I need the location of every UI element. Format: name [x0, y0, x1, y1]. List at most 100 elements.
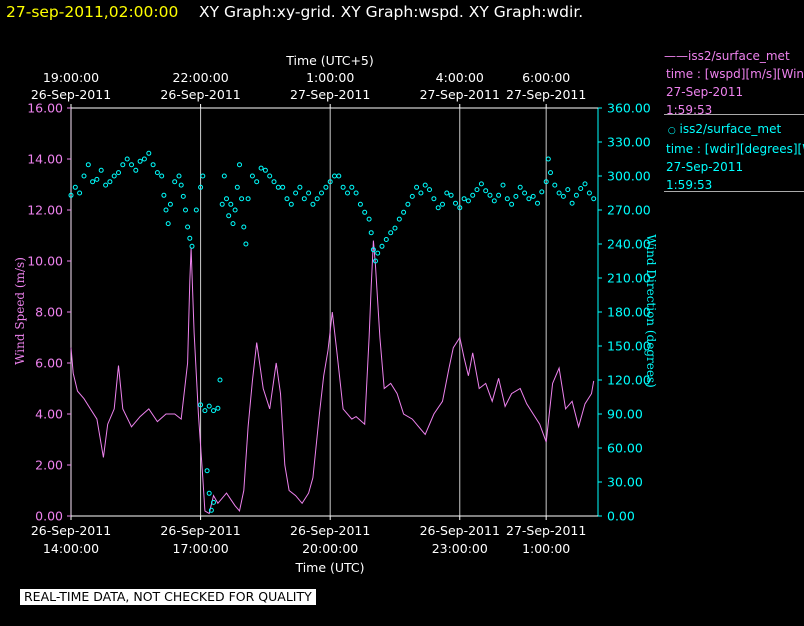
wind-direction-point [349, 184, 355, 190]
bottom-tick-date: 26-Sep-2011 [160, 523, 240, 538]
wind-direction-point [103, 182, 109, 188]
wind-direction-point [107, 179, 113, 185]
wind-direction-point [340, 184, 346, 190]
right-tick-label: 330.00 [607, 135, 651, 150]
bottom-tick-time: 14:00:00 [43, 541, 99, 556]
top-tick-time: 6:00:00 [522, 70, 570, 85]
wind-direction-point [457, 205, 463, 211]
legend-wdir-date: 27-Sep-2011 [666, 160, 744, 174]
header-datetime: 27-sep-2011,02:00:00 [6, 3, 178, 21]
wind-direction-point [288, 201, 294, 207]
wind-direction-point [120, 162, 126, 168]
right-tick-label: 180.00 [607, 305, 651, 320]
wind-direction-point [539, 189, 545, 195]
top-axis: 19:00:00 26-Sep-2011 22:00:00 26-Sep-2011 1:… [31, 70, 586, 108]
wind-direction-point [314, 196, 320, 202]
wind-direction-point [81, 173, 87, 179]
wind-direction-point [545, 156, 551, 162]
wind-direction-point [243, 241, 249, 247]
wind-direction-point [448, 192, 454, 198]
wind-direction-point [336, 173, 342, 179]
wind-direction-point [280, 184, 286, 190]
bottom-tick-date: 26-Sep-2011 [31, 523, 111, 538]
wind-direction-point [543, 179, 549, 185]
wind-direction-point [116, 170, 121, 176]
right-tick-label: 150.00 [607, 339, 651, 354]
wind-direction-point [85, 162, 91, 168]
wind-direction-point [267, 173, 273, 179]
right-axis-title: Wind Direction (degrees) [644, 234, 658, 388]
wind-direction-point [234, 184, 240, 190]
left-tick-label: 0.00 [35, 509, 63, 524]
legend-wdir-name: ○ iss2/surface_met [667, 122, 782, 136]
wind-direction-point [491, 198, 497, 204]
bottom-axis: 26-Sep-2011 14:00:00 26-Sep-2011 17:00:00 26… [31, 516, 586, 556]
wind-direction-point [217, 377, 223, 383]
wind-direction-point [180, 193, 186, 199]
wind-direction-point [582, 181, 588, 187]
wind-direction-point [226, 213, 232, 219]
wind-direction-point [591, 196, 597, 202]
wind-direction-point [208, 507, 214, 513]
series-layer [68, 150, 597, 515]
quality-note: REAL-TIME DATA, NOT CHECKED FOR QUALITY [20, 589, 316, 605]
wind-direction-point [435, 205, 441, 211]
wind-direction-point [409, 193, 415, 199]
bottom-tick-time: 17:00:00 [173, 541, 229, 556]
legend-wdir-time: 1:59:53 [666, 178, 713, 192]
wind-direction-point [275, 184, 281, 190]
wind-direction-point [310, 201, 316, 207]
wind-direction-point [198, 402, 204, 408]
wind-direction-point [124, 156, 130, 162]
wind-direction-point [560, 193, 566, 199]
left-tick-label: 16.00 [27, 101, 63, 116]
wind-direction-point [129, 162, 134, 168]
right-tick-label: 300.00 [607, 169, 651, 184]
wind-direction-point [375, 250, 381, 256]
wind-direction-point [176, 173, 182, 179]
wind-direction-point [293, 190, 299, 196]
left-tick-label: 12.00 [27, 203, 63, 218]
legend-wspd-name: ——iss2/surface_met [664, 49, 790, 63]
wind-direction-point [94, 176, 100, 182]
left-tick-label: 10.00 [27, 254, 63, 269]
wind-direction-point [258, 165, 264, 171]
wind-direction-point [204, 468, 210, 474]
wind-direction-point [254, 179, 260, 185]
right-tick-label: 360.00 [607, 101, 651, 116]
wind-direction-point [405, 201, 411, 207]
wind-direction-point [319, 190, 324, 196]
legend-wspd-line1: time : [wspd][m/s][Wind [666, 67, 804, 81]
wind-direction-point [249, 173, 255, 179]
right-tick-label: 210.00 [607, 271, 651, 286]
wind-direction-point [453, 200, 458, 206]
wind-direction-point [211, 408, 216, 414]
bottom-tick-time: 1:00:00 [522, 541, 570, 556]
bottom-tick-time: 23:00:00 [432, 541, 488, 556]
wind-direction-point [418, 190, 424, 196]
wind-direction-point [569, 200, 575, 206]
wind-direction-point [401, 209, 407, 215]
wind-direction-point [178, 182, 184, 188]
top-tick-date: 26-Sep-2011 [160, 87, 240, 102]
wind-direction-point [396, 216, 402, 222]
wind-direction-point [500, 182, 506, 188]
wind-direction-point [297, 184, 303, 190]
left-tick-label: 6.00 [35, 356, 63, 371]
legend-divider [664, 191, 804, 192]
legend-wdir-line1: time : [wdir][degrees][W [666, 142, 804, 156]
wind-direction-point [200, 173, 206, 179]
wind-direction-point [353, 190, 359, 196]
wind-direction-point [239, 196, 245, 202]
wind-direction-point [496, 192, 502, 198]
wind-direction-point [327, 179, 333, 185]
left-tick-label: 4.00 [35, 407, 63, 422]
wind-direction-point [578, 186, 584, 191]
wind-direction-point [206, 490, 212, 496]
legend-wspd: ——iss2/surface_met time : [wspd][m/s][Wi… [664, 47, 804, 119]
wind-direction-point [517, 184, 523, 190]
right-tick-label: 0.00 [607, 509, 635, 524]
left-tick-label: 8.00 [35, 305, 63, 320]
left-tick-label: 14.00 [27, 152, 63, 167]
